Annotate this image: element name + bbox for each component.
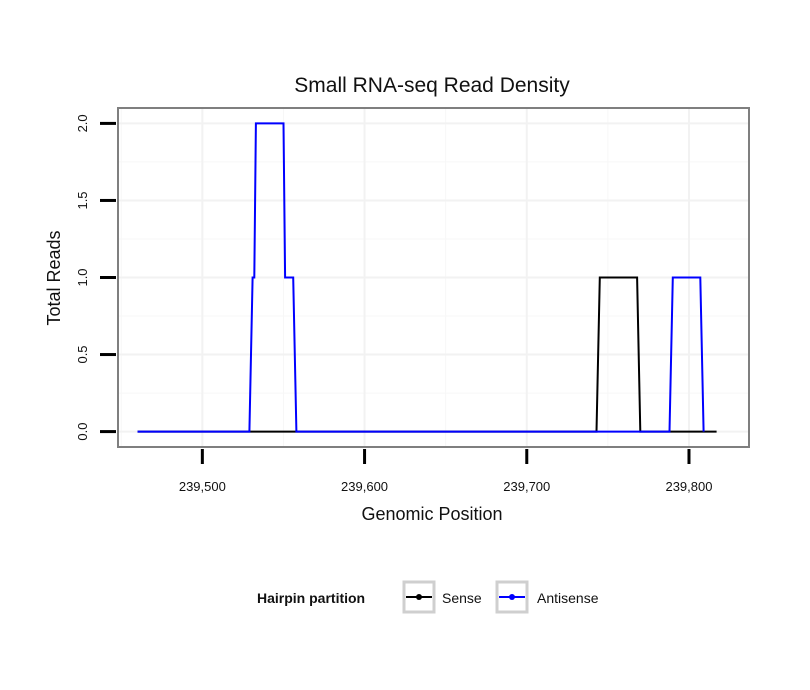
chart-title: Small RNA-seq Read Density bbox=[294, 74, 570, 97]
legend-label-sense: Sense bbox=[442, 590, 482, 606]
y-tick-label: 1.0 bbox=[75, 268, 90, 286]
legend-title: Hairpin partition bbox=[257, 590, 365, 606]
x-tick-label: 239,800 bbox=[665, 479, 712, 494]
legend-item-sense: Sense bbox=[402, 580, 482, 614]
x-axis: 239,500 239,600 239,700 239,800 bbox=[179, 449, 712, 494]
legend-label-antisense: Antisense bbox=[537, 590, 599, 606]
legend-dot-sense bbox=[416, 594, 422, 600]
y-axis: 0.0 0.5 1.0 1.5 2.0 bbox=[75, 114, 116, 441]
legend-item-antisense: Antisense bbox=[495, 580, 599, 614]
x-tick-label: 239,700 bbox=[503, 479, 550, 494]
x-tick-label: 239,500 bbox=[179, 479, 226, 494]
x-axis-title: Genomic Position bbox=[361, 504, 502, 524]
series-line-antisense bbox=[137, 122, 705, 433]
plot-border bbox=[117, 107, 750, 448]
legend-dot-antisense bbox=[509, 594, 515, 600]
y-axis-title: Total Reads bbox=[44, 230, 64, 325]
grid-major bbox=[118, 108, 749, 447]
legend: Hairpin partition Sense Antisense bbox=[257, 580, 599, 614]
y-tick-label: 1.5 bbox=[75, 191, 90, 209]
y-tick-label: 0.5 bbox=[75, 345, 90, 363]
y-tick-label: 2.0 bbox=[75, 114, 90, 132]
series-layer bbox=[137, 122, 717, 433]
y-tick-label: 0.0 bbox=[75, 423, 90, 441]
x-tick-label: 239,600 bbox=[341, 479, 388, 494]
